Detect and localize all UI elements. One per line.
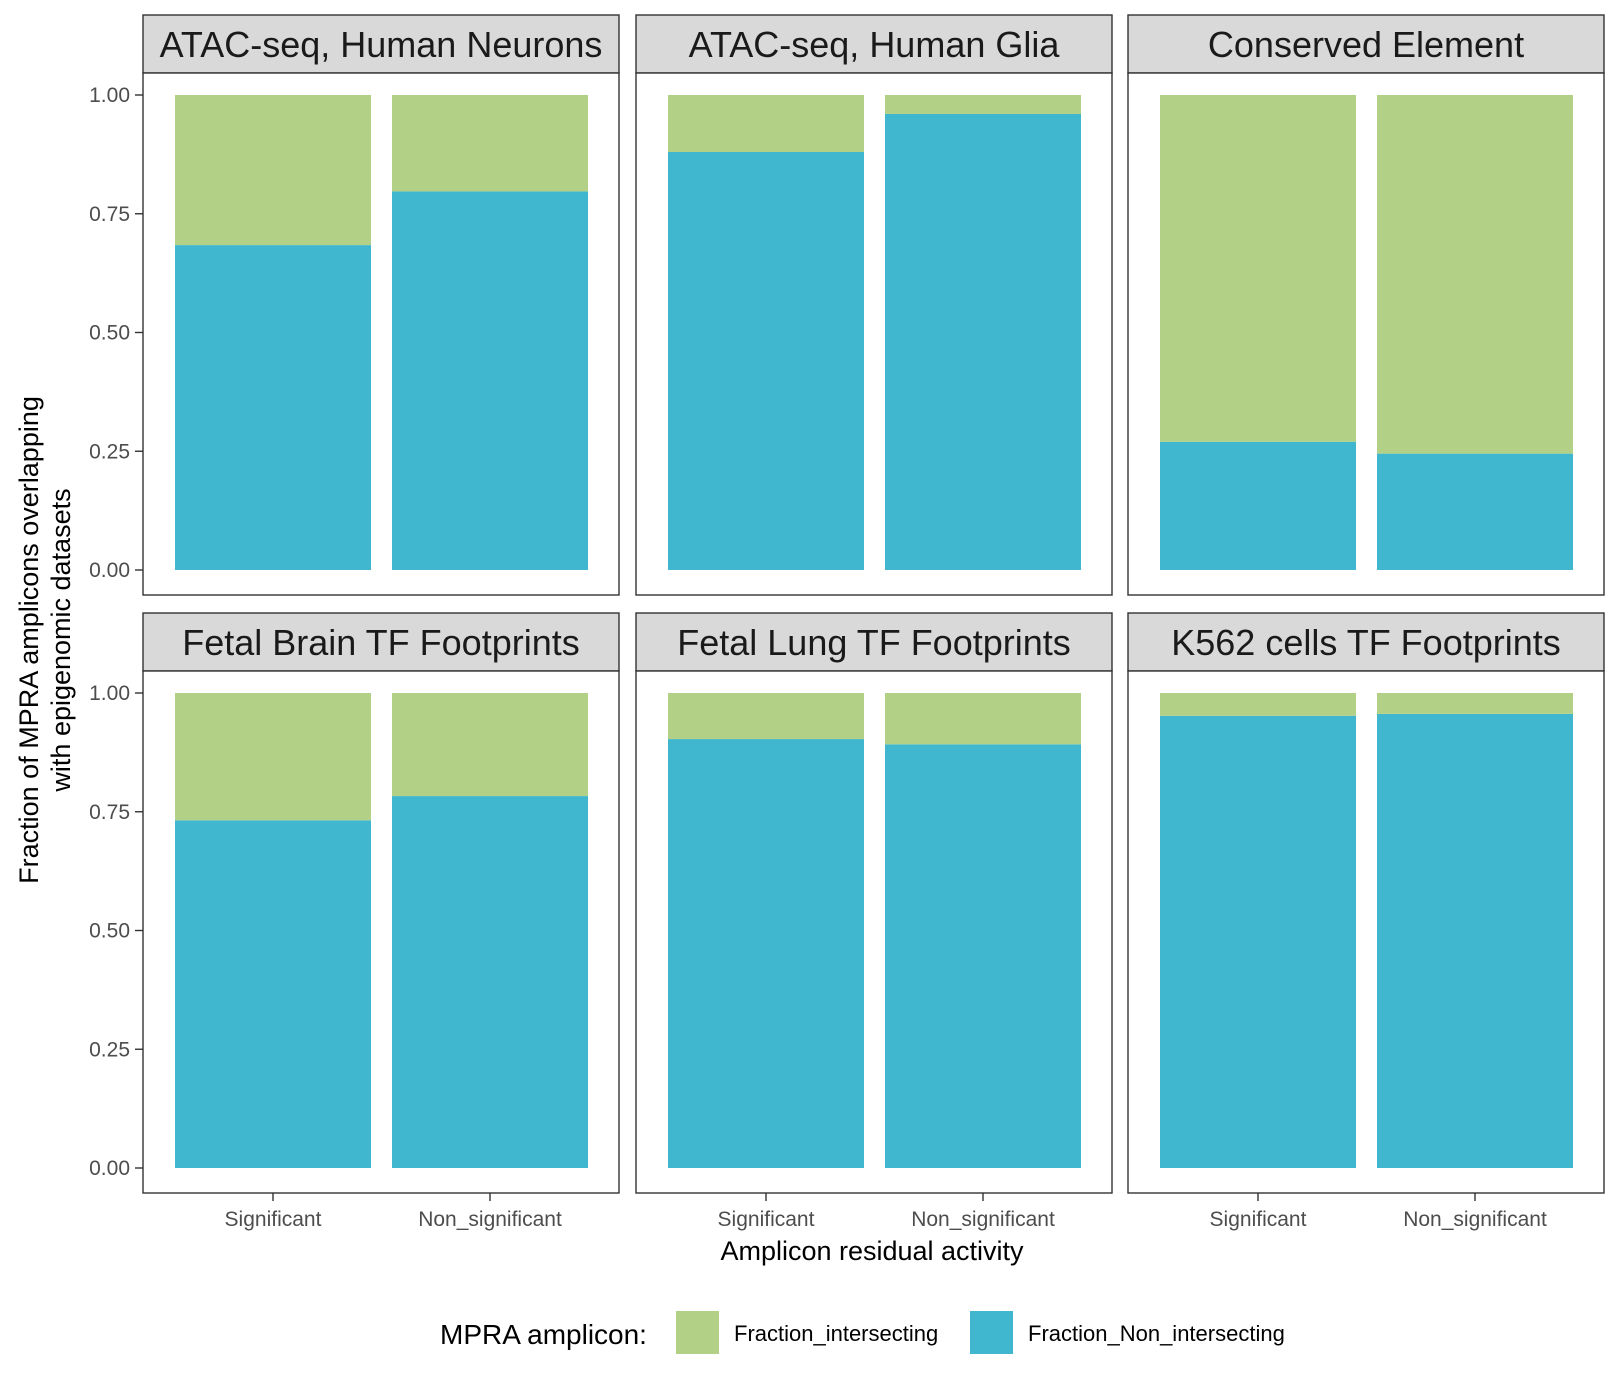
bar-segment-non-intersecting	[175, 245, 371, 570]
bar-segment-non-intersecting	[885, 744, 1081, 1168]
bar-segment-non-intersecting	[668, 739, 864, 1168]
facet-strip	[635, 612, 1113, 672]
facet-strip	[1127, 14, 1605, 74]
facet-strip	[142, 14, 620, 74]
facet-panel: ATAC-seq, Human Neurons 0.00 0.25 0.50 0.75 1…	[89, 14, 620, 596]
y-tick-label: 0.25	[89, 1038, 130, 1061]
bar-segment-intersecting	[668, 95, 864, 152]
panel-border	[635, 72, 1113, 596]
y-tick-label: 0.75	[89, 801, 130, 824]
bar-segment-intersecting	[1160, 95, 1356, 442]
x-tick-label: Significant	[718, 1208, 815, 1231]
bar-segment-non-intersecting	[175, 820, 371, 1168]
x-tick-label: Significant	[225, 1208, 322, 1231]
y-tick-label: 0.00	[89, 1157, 130, 1180]
y-tick-label: 0.00	[89, 559, 130, 582]
bar-segment-non-intersecting	[1377, 713, 1573, 1168]
bar-segment-non-intersecting	[392, 191, 588, 571]
y-tick-label: 0.50	[89, 322, 130, 345]
bar-segment-intersecting	[885, 95, 1081, 114]
y-axis-title-line: with epigenomic datasets	[46, 488, 76, 792]
facet-strip	[1127, 612, 1605, 672]
bar-segment-non-intersecting	[1377, 453, 1573, 570]
facet-title: Conserved Element	[1208, 24, 1524, 65]
facet-title: ATAC-seq, Human Neurons	[160, 24, 603, 65]
facet-strip	[142, 612, 620, 672]
bar-segment-intersecting	[175, 95, 371, 246]
bar-segment-non-intersecting	[668, 152, 864, 570]
x-tick-label: Non_significant	[1403, 1208, 1547, 1231]
facet-strip	[635, 14, 1113, 74]
facet-title: ATAC-seq, Human Glia	[689, 24, 1061, 65]
panel-border	[1127, 670, 1605, 1194]
facet-panel: Fetal Brain TF Footprints 0.00 0.25 0.50 0.7…	[89, 612, 620, 1231]
y-tick-label: 0.75	[89, 203, 130, 226]
bar-segment-intersecting	[1377, 95, 1573, 454]
y-tick-label: 0.50	[89, 920, 130, 943]
bar-segment-non-intersecting	[1160, 441, 1356, 570]
facet-title: Fetal Brain TF Footprints	[182, 622, 579, 663]
y-tick-label: 0.25	[89, 440, 130, 463]
bar-segment-intersecting	[392, 95, 588, 192]
facet-panel: Fetal Lung TF Footprints Significant Non_s…	[635, 612, 1113, 1231]
x-tick-label: Non_significant	[418, 1208, 562, 1231]
legend-label: Fraction_intersecting	[734, 1321, 938, 1346]
bar-segment-non-intersecting	[392, 796, 588, 1168]
y-axis-title: Fraction of MPRA amplicons overlappingwi…	[14, 396, 76, 884]
bar-segment-non-intersecting	[885, 114, 1081, 570]
y-tick-label: 1.00	[89, 84, 130, 107]
bar-segment-intersecting	[1377, 693, 1573, 714]
facet-panel: Conserved Element	[1127, 14, 1605, 596]
bar-segment-intersecting	[392, 693, 588, 797]
legend-key	[676, 1311, 719, 1354]
panel-border	[1127, 72, 1605, 596]
facet-panel: ATAC-seq, Human Glia	[635, 14, 1113, 596]
panel-border	[142, 670, 620, 1194]
bar-segment-intersecting	[175, 693, 371, 821]
legend: MPRA amplicon: Fraction_intersecting Fract…	[440, 1311, 1285, 1354]
y-tick-label: 1.00	[89, 682, 130, 705]
bar-segment-intersecting	[885, 693, 1081, 745]
facet-title: Fetal Lung TF Footprints	[677, 622, 1071, 663]
x-tick-label: Non_significant	[911, 1208, 1055, 1231]
legend-title: MPRA amplicon:	[440, 1319, 647, 1350]
bar-segment-intersecting	[1160, 693, 1356, 716]
panel-border	[635, 670, 1113, 1194]
y-axis-title-line: Fraction of MPRA amplicons overlapping	[14, 396, 44, 884]
x-axis-title: Amplicon residual activity	[720, 1236, 1024, 1266]
facet-panel: K562 cells TF Footprints Significant Non_s…	[1127, 612, 1605, 1231]
bar-segment-intersecting	[668, 693, 864, 740]
panel-border	[142, 72, 620, 596]
legend-key	[970, 1311, 1013, 1354]
bar-segment-non-intersecting	[1160, 715, 1356, 1168]
facet-title: K562 cells TF Footprints	[1171, 622, 1561, 663]
x-tick-label: Significant	[1210, 1208, 1307, 1231]
legend-label: Fraction_Non_intersecting	[1028, 1321, 1285, 1346]
